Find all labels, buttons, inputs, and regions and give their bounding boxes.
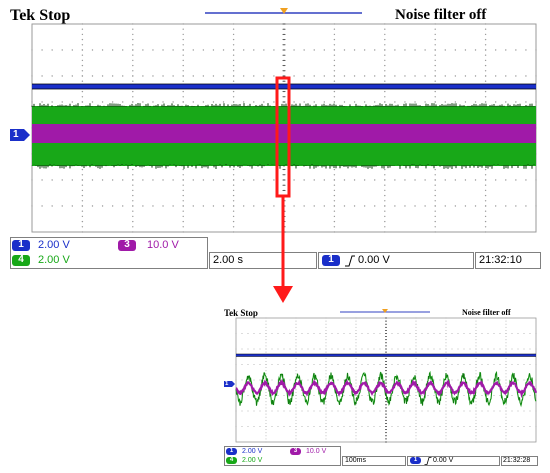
main-timebase: 2.00 s <box>213 255 243 266</box>
zoom-ch1-badge: 1 <box>226 448 237 455</box>
main-ch1-trace <box>32 84 536 89</box>
zoom-ch3-ch4-traces <box>236 373 536 406</box>
zoom-waveform-display <box>222 306 540 468</box>
main-ch3-scale: 10.0 V <box>147 240 179 251</box>
main-trigger-level: 0.00 V <box>358 255 390 266</box>
main-oscilloscope-screen: Tek Stop Noise filter off 1 1 2.00 V 3 1… <box>0 0 550 272</box>
main-ch4-scale: 2.00 V <box>38 255 70 266</box>
zoom-ch4-badge: 4 <box>226 457 237 464</box>
zoom-grid-lines <box>236 318 537 443</box>
main-clock: 21:32:10 <box>479 255 522 266</box>
main-ch3-trace <box>32 124 536 143</box>
main-ch4-badge: 4 <box>12 255 30 266</box>
main-ch1-badge: 1 <box>12 240 30 251</box>
zoomed-oscilloscope-screen: Tek Stop Noise filter off 1 1 2.00 V 3 1… <box>222 306 540 468</box>
main-ch1-scale: 2.00 V <box>38 240 70 251</box>
main-ch1-ground-label: 1 <box>13 130 19 140</box>
main-trigger-badge: 1 <box>322 255 340 266</box>
arrow-down-icon <box>273 286 293 303</box>
rising-edge-icon <box>344 255 356 267</box>
zoom-ch3-scale: 10.0 V <box>306 448 326 455</box>
zoom-ch1-trace <box>236 354 536 357</box>
main-waveform-display <box>0 0 550 272</box>
zoom-timebase: 100ms <box>345 457 366 464</box>
zoom-ch1-ground-label: 1 <box>225 381 228 387</box>
main-trigger-panel <box>318 252 474 269</box>
zoom-rising-edge-icon <box>424 457 432 465</box>
zoom-ch1-scale: 2.00 V <box>242 448 262 455</box>
zoom-trigger-badge: 1 <box>410 457 421 464</box>
zoom-ch3-badge: 3 <box>290 448 301 455</box>
zoom-clock: 21:32:28 <box>503 457 530 464</box>
zoom-ch4-scale: 2.00 V <box>242 457 262 464</box>
main-ch3-badge: 3 <box>118 240 136 251</box>
zoom-trigger-level: 0.00 V <box>433 457 453 464</box>
